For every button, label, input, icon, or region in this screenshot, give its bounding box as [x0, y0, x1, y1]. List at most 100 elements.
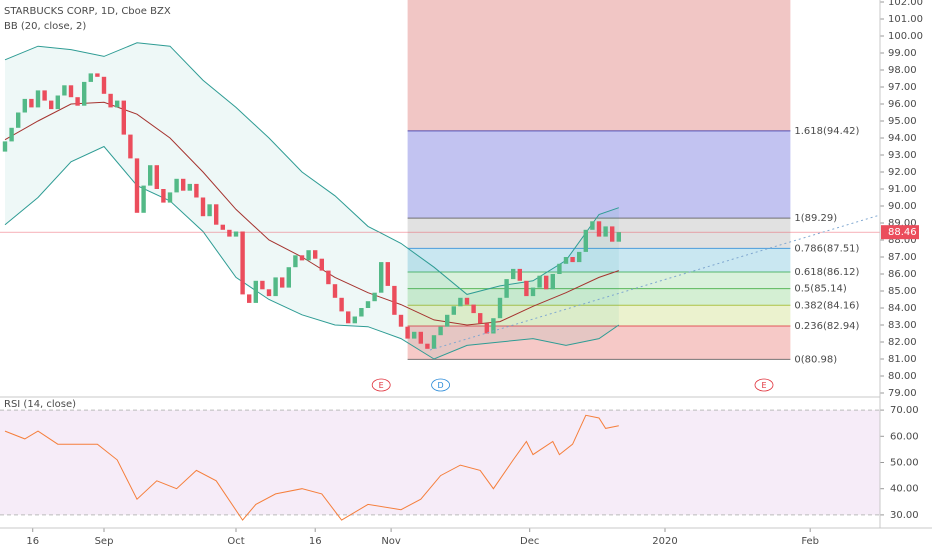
- y-tick-label: 87.00: [888, 252, 917, 263]
- candle: [299, 255, 305, 261]
- candle: [563, 257, 569, 264]
- candle: [68, 85, 74, 98]
- candle: [42, 90, 47, 101]
- candle: [431, 335, 437, 349]
- candle: [385, 262, 390, 286]
- y-tick-label: 97.00: [888, 82, 917, 93]
- candle: [524, 280, 529, 297]
- rsi-label: RSI (14, close): [4, 399, 76, 410]
- candle: [379, 262, 384, 293]
- candle: [346, 311, 351, 324]
- candle: [398, 314, 404, 327]
- candle: [286, 267, 291, 288]
- x-tick-label: 16: [26, 536, 39, 547]
- candle: [339, 297, 344, 312]
- candle: [293, 255, 298, 268]
- fib-band: [407, 130, 791, 219]
- candle: [134, 158, 140, 213]
- y-tick-label: 88.00: [888, 235, 917, 246]
- y-tick-label: 79.00: [888, 388, 917, 399]
- y-tick-label: 99.00: [888, 48, 917, 59]
- x-tick-label: 2020: [652, 536, 677, 547]
- candle: [610, 226, 615, 242]
- candle: [49, 100, 54, 110]
- fib-band: [407, 288, 791, 306]
- candle: [577, 251, 582, 263]
- candle: [141, 185, 146, 213]
- y-tick-label: 95.00: [888, 116, 917, 127]
- fib-label: 0(80.98): [794, 354, 837, 365]
- y-tick-label: 90.00: [888, 201, 917, 212]
- candle: [365, 301, 371, 308]
- y-tick-label: 83.00: [888, 320, 917, 331]
- fib-label: 0.236(82.94): [794, 321, 859, 332]
- candle: [128, 134, 133, 159]
- candle: [200, 197, 206, 217]
- candle: [418, 331, 423, 344]
- candle: [306, 250, 311, 261]
- candle: [2, 141, 8, 152]
- x-tick-label: Feb: [801, 536, 819, 547]
- candle: [590, 221, 595, 230]
- last-price-label: 88.46: [888, 227, 917, 238]
- candle: [266, 289, 272, 297]
- candle: [332, 284, 338, 298]
- x-tick-label: Sep: [95, 536, 114, 547]
- candle: [583, 229, 588, 252]
- candle: [484, 323, 489, 334]
- y-tick-label: 101.00: [888, 14, 923, 25]
- y-tick-label: 89.00: [888, 218, 917, 229]
- candle: [16, 112, 21, 128]
- rsi-tick-label: 40.00: [890, 484, 919, 495]
- y-tick-label: 93.00: [888, 150, 917, 161]
- candle: [88, 73, 93, 82]
- trend-line: [429, 214, 881, 351]
- candle: [326, 270, 331, 285]
- candle: [319, 258, 324, 271]
- y-tick-label: 96.00: [888, 99, 917, 110]
- candle: [181, 178, 186, 191]
- rsi-band: [0, 410, 880, 515]
- y-tick-label: 100.00: [888, 31, 923, 42]
- rsi-tick-label: 50.00: [890, 458, 919, 469]
- fib-label: 0.786(87.51): [794, 243, 859, 254]
- candle: [517, 268, 522, 281]
- candle: [616, 232, 621, 242]
- x-tick-label: Oct: [227, 536, 244, 547]
- candle: [247, 294, 252, 303]
- x-tick-label: Dec: [520, 536, 539, 547]
- candle: [154, 165, 159, 189]
- candle: [167, 192, 173, 203]
- y-tick-label: 82.00: [888, 337, 917, 348]
- event-marker: [754, 378, 774, 392]
- candle: [55, 95, 60, 110]
- candle: [438, 326, 443, 336]
- candle: [550, 274, 555, 290]
- y-tick-label: 84.00: [888, 303, 917, 314]
- chart-title: STARBUCKS CORP, 1D, Cboe BZX: [4, 6, 171, 17]
- candle: [537, 275, 542, 288]
- candle: [115, 100, 120, 108]
- y-tick-label: 81.00: [888, 354, 917, 365]
- rsi-tick-label: 30.00: [890, 510, 919, 521]
- candle: [22, 98, 27, 113]
- candle: [220, 224, 225, 230]
- fib-band: [407, 326, 791, 360]
- rsi-line: [4, 414, 619, 521]
- event-marker: [371, 378, 391, 392]
- candle: [95, 73, 100, 77]
- candle: [504, 279, 509, 298]
- y-tick-label: 86.00: [888, 269, 917, 280]
- candle: [207, 204, 212, 217]
- candle: [313, 250, 318, 259]
- candle: [352, 316, 357, 324]
- fib-band: [407, 271, 791, 289]
- candle: [194, 183, 199, 198]
- candle: [161, 189, 166, 203]
- fib-band: [407, 305, 791, 327]
- event-label: D: [438, 381, 444, 390]
- candle: [412, 331, 417, 339]
- candle: [82, 81, 87, 106]
- fib-label: 1.618(94.42): [794, 126, 859, 137]
- bb-lower: [4, 145, 620, 360]
